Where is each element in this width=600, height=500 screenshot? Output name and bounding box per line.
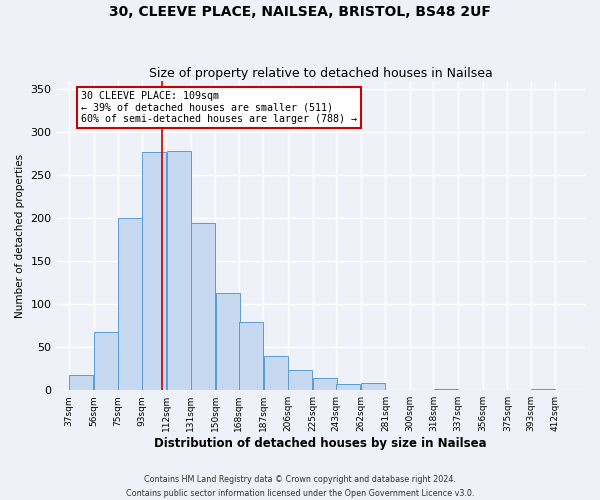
Bar bbox=[264, 356, 288, 390]
Bar bbox=[69, 374, 93, 390]
Text: 30 CLEEVE PLACE: 109sqm
← 39% of detached houses are smaller (511)
60% of semi-d: 30 CLEEVE PLACE: 109sqm ← 39% of detache… bbox=[80, 91, 356, 124]
Y-axis label: Number of detached properties: Number of detached properties bbox=[15, 154, 25, 318]
Bar bbox=[239, 322, 263, 390]
X-axis label: Distribution of detached houses by size in Nailsea: Distribution of detached houses by size … bbox=[154, 437, 487, 450]
Bar bbox=[361, 384, 385, 390]
Bar bbox=[167, 151, 191, 390]
Bar bbox=[216, 293, 240, 390]
Bar bbox=[118, 218, 142, 390]
Text: Contains HM Land Registry data © Crown copyright and database right 2024.
Contai: Contains HM Land Registry data © Crown c… bbox=[126, 476, 474, 498]
Title: Size of property relative to detached houses in Nailsea: Size of property relative to detached ho… bbox=[149, 66, 493, 80]
Bar bbox=[191, 222, 215, 390]
Bar bbox=[289, 370, 313, 390]
Bar bbox=[94, 332, 118, 390]
Bar bbox=[313, 378, 337, 390]
Bar bbox=[142, 152, 166, 390]
Bar bbox=[337, 384, 361, 390]
Text: 30, CLEEVE PLACE, NAILSEA, BRISTOL, BS48 2UF: 30, CLEEVE PLACE, NAILSEA, BRISTOL, BS48… bbox=[109, 5, 491, 19]
